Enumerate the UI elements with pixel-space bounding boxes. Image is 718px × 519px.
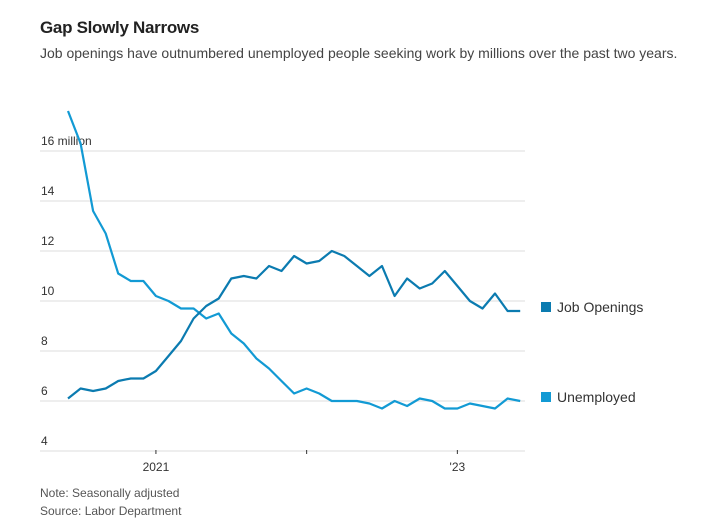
y-tick-label: 12 bbox=[41, 234, 55, 248]
y-tick-label: 16 million bbox=[41, 134, 92, 148]
x-axis: 2021 '23 bbox=[143, 450, 466, 474]
chart-source: Source: Labor Department bbox=[40, 504, 182, 518]
x-tick-label: 2021 bbox=[143, 460, 170, 474]
gridlines bbox=[40, 150, 525, 452]
legend: Job Openings Unemployed bbox=[541, 299, 643, 405]
legend-label-job-openings: Job Openings bbox=[557, 299, 643, 315]
series-lines bbox=[66, 110, 521, 410]
chart-note: Note: Seasonally adjusted bbox=[40, 486, 180, 500]
x-tick-label: '23 bbox=[450, 460, 466, 474]
y-tick-label: 10 bbox=[41, 284, 55, 298]
legend-swatch-job-openings bbox=[541, 302, 551, 312]
unemployed-line bbox=[66, 110, 521, 410]
y-tick-label: 8 bbox=[41, 334, 48, 348]
y-tick-label: 4 bbox=[41, 434, 48, 448]
chart-title: Gap Slowly Narrows bbox=[40, 18, 199, 37]
job-openings-line bbox=[67, 249, 521, 400]
y-tick-label: 14 bbox=[41, 184, 55, 198]
chart-subtitle: Job openings have outnumbered unemployed… bbox=[40, 45, 678, 61]
legend-label-unemployed: Unemployed bbox=[557, 389, 636, 405]
legend-swatch-unemployed bbox=[541, 392, 551, 402]
y-tick-label: 6 bbox=[41, 384, 48, 398]
